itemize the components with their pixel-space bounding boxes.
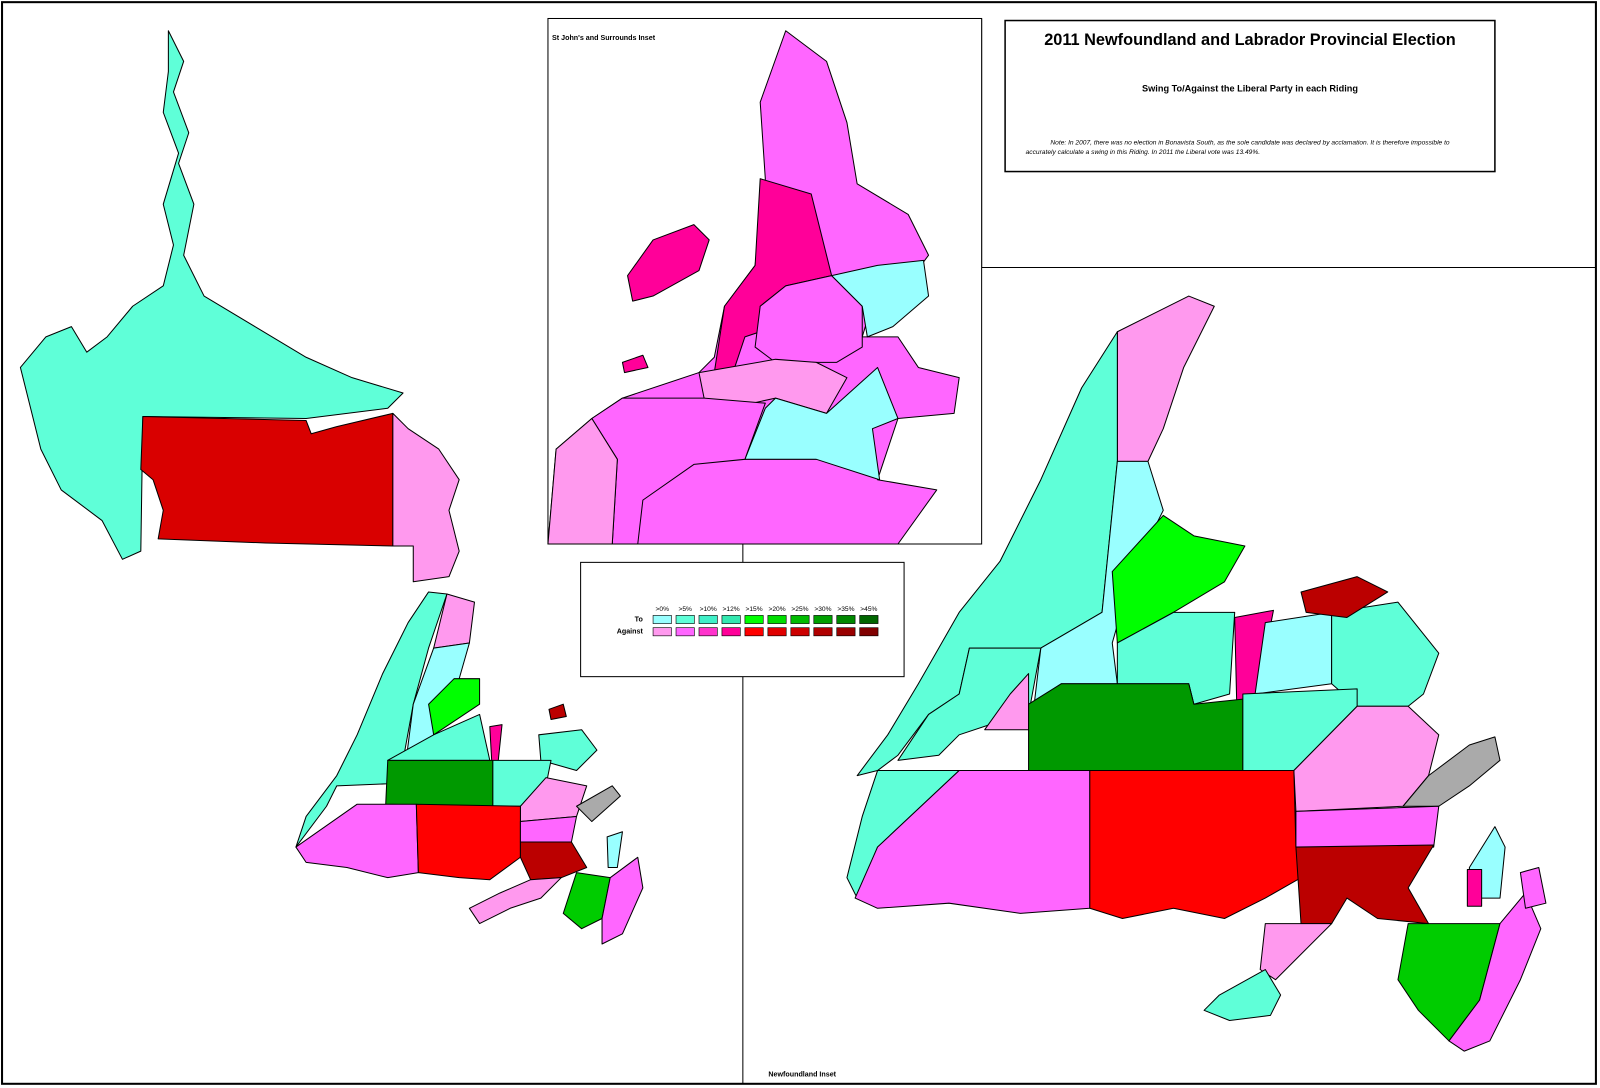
legend-threshold: >5% [678, 606, 692, 613]
legend-swatch [813, 615, 833, 624]
legend-swatch [790, 627, 810, 637]
legend: To Against >0% >5% >10% >12% >15% >20% >25% >30… [580, 561, 905, 678]
riding [1089, 770, 1302, 919]
riding [548, 703, 567, 721]
inset-label: Newfoundland Inset [768, 1071, 836, 1079]
legend-threshold: >10% [700, 606, 717, 613]
legend-swatch [652, 615, 672, 624]
title-box: 2011 Newfoundland and Labrador Provincia… [1004, 19, 1496, 173]
legend-threshold: >25% [791, 606, 808, 613]
riding [606, 831, 623, 868]
legend-swatch [721, 615, 741, 624]
riding [392, 412, 460, 583]
riding [295, 591, 448, 848]
legend-swatch [859, 615, 879, 624]
legend-row-label: Against [617, 628, 644, 636]
legend-swatch [744, 615, 764, 624]
legend-threshold: >30% [814, 606, 831, 613]
legend-swatch [698, 627, 718, 637]
riding [1519, 866, 1547, 909]
legend-threshold: >15% [746, 606, 763, 613]
st-johns-inset: St John's and Surrounds Inset [547, 17, 983, 545]
legend-threshold: >0% [656, 606, 670, 613]
legend-threshold: >35% [837, 606, 854, 613]
riding [1300, 576, 1389, 618]
legend-swatch [836, 615, 856, 624]
legend-swatch [652, 627, 672, 637]
riding [1295, 805, 1440, 848]
riding [744, 366, 899, 481]
title-frame [1004, 19, 1496, 173]
island-large: Newfoundland Inset [768, 295, 1547, 1079]
legend-frame [580, 561, 905, 678]
legend-swatch [813, 627, 833, 637]
riding [1402, 736, 1501, 807]
riding [140, 412, 394, 547]
inset-label: St John's and Surrounds Inset [552, 34, 656, 42]
riding [897, 647, 1042, 761]
note: Note: In 2007, there was no election in … [1050, 140, 1450, 147]
note: accurately calculate a swing in this Rid… [1026, 149, 1261, 156]
riding [468, 877, 562, 925]
riding [1254, 611, 1333, 695]
riding [1331, 601, 1440, 707]
legend-swatch [675, 627, 695, 637]
riding [538, 729, 598, 772]
riding [576, 785, 621, 823]
title: 2011 Newfoundland and Labrador Provincia… [1044, 31, 1456, 49]
riding [547, 417, 618, 545]
riding [1259, 923, 1333, 981]
riding [428, 678, 481, 736]
riding [415, 803, 521, 881]
legend-swatch [836, 627, 856, 637]
legend-swatch [721, 627, 741, 637]
legend-swatch [790, 615, 810, 624]
legend-swatch [744, 627, 764, 637]
legend-threshold: >12% [723, 606, 740, 613]
riding [601, 856, 644, 945]
legend-swatch [767, 615, 787, 624]
island-small [295, 591, 644, 945]
riding [19, 30, 404, 560]
legend-swatch [859, 627, 879, 637]
riding [1203, 969, 1282, 1022]
legend-swatch [767, 627, 787, 637]
riding [385, 759, 494, 807]
subtitle: Swing To/Against the Liberal Party in ea… [1142, 83, 1358, 93]
legend-swatch [675, 615, 695, 624]
legend-swatch [698, 615, 718, 624]
legend-threshold: >45% [860, 606, 877, 613]
riding [831, 259, 930, 338]
riding [1466, 869, 1483, 907]
riding [627, 224, 710, 302]
riding [519, 815, 578, 843]
riding [562, 872, 611, 930]
legend-row-label: To [635, 615, 644, 623]
riding [621, 354, 649, 374]
labrador [19, 30, 460, 583]
legend-threshold: >20% [768, 606, 785, 613]
